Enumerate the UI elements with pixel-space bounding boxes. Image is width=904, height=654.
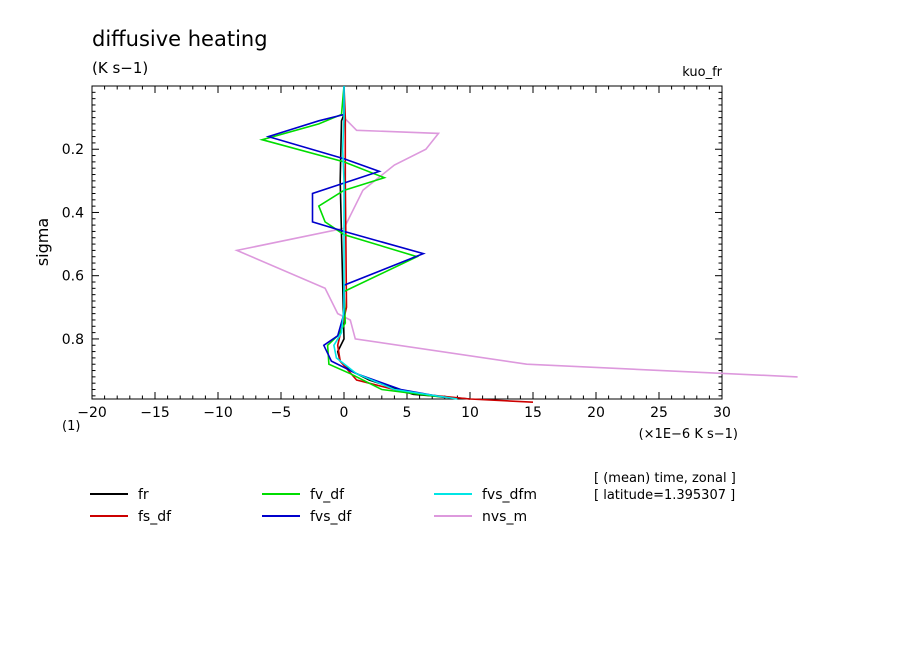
- chart-title: diffusive heating: [92, 27, 268, 51]
- x-tick-label: 0: [340, 405, 349, 421]
- y-tick-label: 0.6: [62, 269, 84, 285]
- y-tick-label: 0.8: [62, 332, 84, 348]
- y-tick-label: 0.2: [62, 142, 84, 158]
- info-line-2: [ latitude=1.395307 ]: [594, 488, 735, 503]
- x-tick-label: 5: [403, 405, 412, 421]
- legend-label-fvs_df: fvs_df: [310, 509, 352, 525]
- series-line-fvs_dfm: [333, 86, 458, 400]
- legend-label-fs_df: fs_df: [138, 509, 172, 525]
- x-tick-label: 25: [650, 405, 668, 421]
- x-axis-label: (×1E−6 K s−1): [639, 427, 738, 442]
- axis-tick-labels: −20 −15 −10 −5 0 5 10 15 20 25 30 0.2 0.4 0.6 0.8: [62, 142, 731, 421]
- series-line-fr: [336, 86, 471, 400]
- x-tick-label: 15: [524, 405, 542, 421]
- axis-ticks: [91, 86, 723, 399]
- y-axis-label: sigma: [33, 218, 52, 266]
- legend: fr fv_df fvs_dfm fs_df fvs_df nvs_m: [90, 487, 537, 525]
- series-line-nvs_m: [234, 86, 798, 378]
- y-tick-label: 0.4: [62, 205, 84, 221]
- series-lines: [234, 86, 798, 403]
- chart-units: (K s−1): [92, 59, 148, 77]
- legend-label-fr: fr: [138, 487, 149, 503]
- legend-label-fv_df: fv_df: [310, 487, 345, 503]
- legend-label-nvs_m: nvs_m: [482, 509, 527, 525]
- x-tick-label: −10: [203, 405, 233, 421]
- experiment-label: kuo_fr: [682, 65, 722, 80]
- info-line-1: [ (mean) time, zonal ]: [594, 471, 736, 486]
- x-tick-label: 10: [461, 405, 479, 421]
- x-tick-label: −5: [271, 405, 292, 421]
- x-tick-label: −15: [140, 405, 170, 421]
- series-line-fvs_df: [265, 86, 445, 399]
- x-tick-label: 20: [587, 405, 605, 421]
- legend-label-fvs_dfm: fvs_dfm: [482, 487, 537, 503]
- x-tick-label: 30: [713, 405, 731, 421]
- corner-label: (1): [62, 419, 80, 434]
- x-tick-label: −20: [77, 405, 107, 421]
